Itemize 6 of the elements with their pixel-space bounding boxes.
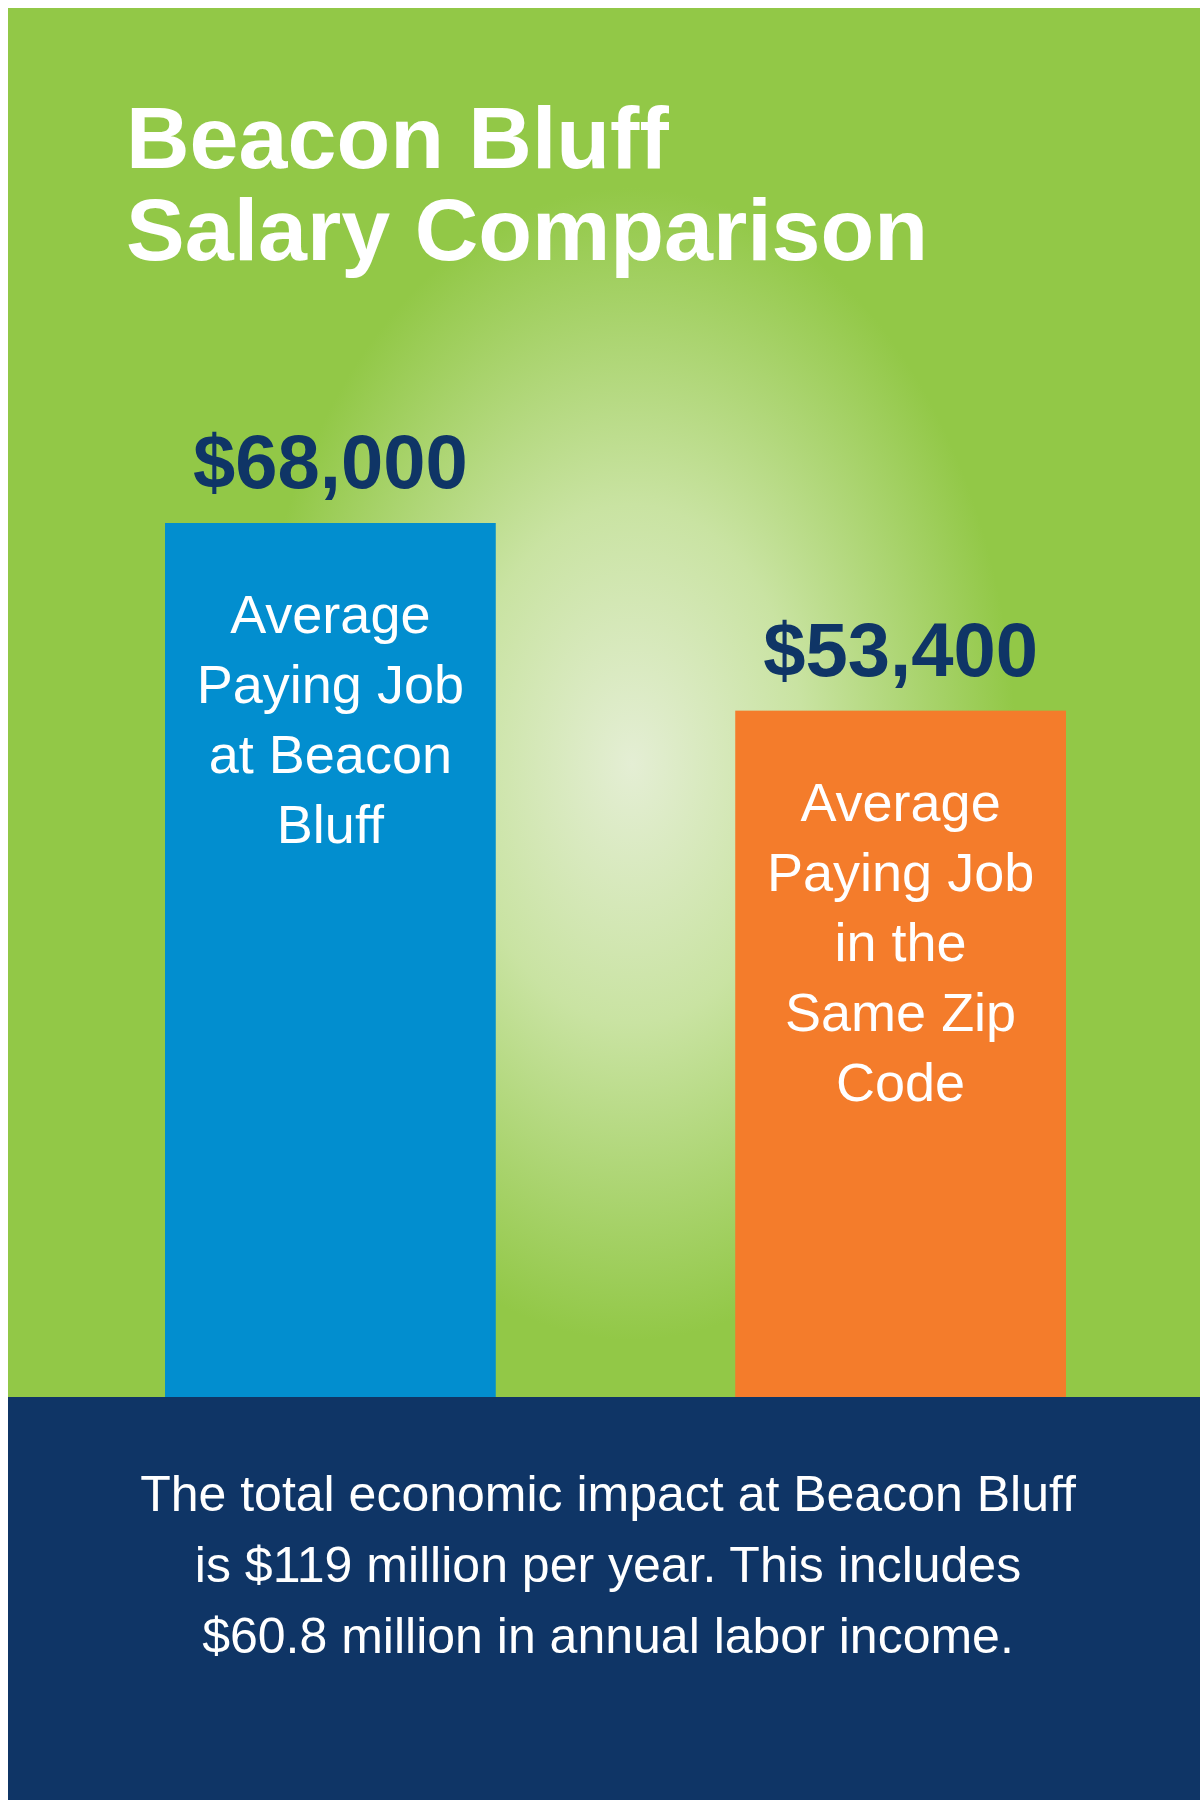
x-tick-label: Average Paying Job in the Same Zip Code	[767, 771, 1035, 1112]
data-label: $68,000	[193, 419, 468, 504]
chart-title: Beacon Bluff Salary Comparison	[126, 88, 929, 279]
x-tick-label: Average Paying Job at Beacon Bluff	[196, 584, 464, 854]
text: The total economic impact at Beacon Bluff is $119 million per year. This includes $60.8 million in annual labor income.	[140, 1466, 1076, 1664]
data-label: $53,400	[763, 606, 1038, 692]
